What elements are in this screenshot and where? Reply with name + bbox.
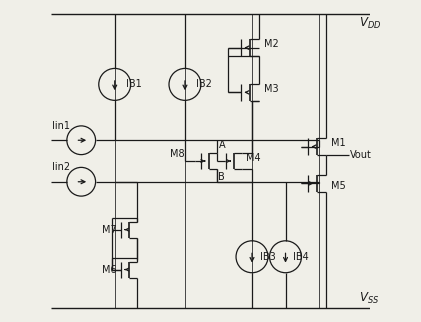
Text: $\mathregular{V_{DD}}$: $\mathregular{V_{DD}}$ <box>359 16 381 31</box>
Text: M2: M2 <box>264 40 279 50</box>
Text: M5: M5 <box>331 181 346 191</box>
Text: IB2: IB2 <box>196 80 212 90</box>
Text: M7: M7 <box>102 225 117 235</box>
Text: A: A <box>218 140 225 150</box>
Text: Iin2: Iin2 <box>53 162 71 172</box>
Text: Vout: Vout <box>350 150 372 160</box>
Text: Iin1: Iin1 <box>53 121 70 131</box>
Text: M4: M4 <box>245 153 260 163</box>
Text: M1: M1 <box>331 138 346 148</box>
Text: $\mathregular{V_{SS}}$: $\mathregular{V_{SS}}$ <box>359 291 379 306</box>
Text: M6: M6 <box>102 265 117 275</box>
Text: M8: M8 <box>171 149 185 159</box>
Text: IB3: IB3 <box>260 252 276 262</box>
Text: M3: M3 <box>264 84 279 94</box>
Text: B: B <box>218 172 225 182</box>
Text: IB4: IB4 <box>293 252 309 262</box>
Text: IB1: IB1 <box>126 80 141 90</box>
